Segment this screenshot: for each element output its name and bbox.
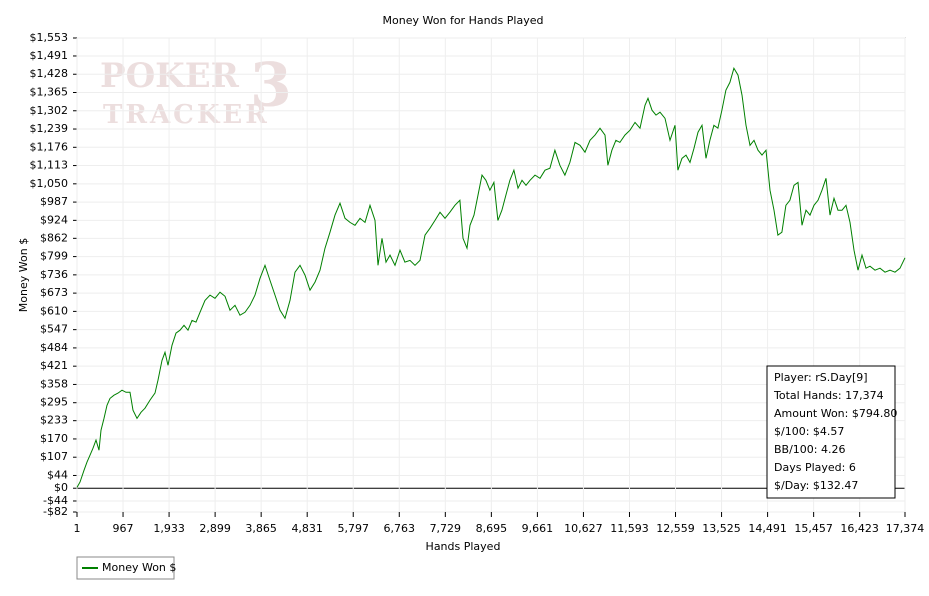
x-tick-label: 10,627 [564,522,603,535]
y-tick-label: $1,428 [30,67,69,80]
watermark: 3 [250,51,292,121]
y-tick-label: $1,176 [30,140,69,153]
x-axis-label: Hands Played [426,540,501,553]
x-tick-label: 6,763 [384,522,416,535]
chart-title: Money Won for Hands Played [383,14,544,27]
y-tick-label: $610 [40,304,68,317]
stats-box [766,365,896,499]
y-tick-label: $1,050 [30,177,69,190]
y-tick-label: $233 [40,414,68,427]
x-tick-label: 12,559 [656,522,695,535]
stats-line: $/100: $4.57 [774,425,844,438]
stats-line: Player: rS.Day[9] [774,371,868,384]
x-tick-label: 13,525 [702,522,741,535]
y-axis-label: Money Won $ [17,238,30,312]
x-tick-label: 3,865 [245,522,277,535]
y-tick-label: $0 [54,481,68,494]
y-tick-label: $484 [40,341,68,354]
stats-line: Amount Won: $794.80 [774,407,897,420]
legend-box [76,556,175,580]
x-tick-label: 8,695 [476,522,508,535]
x-tick-label: 5,797 [337,522,369,535]
y-tick-label: $547 [40,323,68,336]
y-tick-label: $1,365 [30,86,69,99]
stats-line: BB/100: 4.26 [774,443,846,456]
watermark: TRACKER [103,100,270,130]
y-tick-label: $799 [40,250,68,263]
y-tick-label: $1,491 [30,49,69,62]
x-tick-label: 967 [113,522,134,535]
y-tick-label: $736 [40,268,68,281]
x-tick-label: 14,491 [748,522,787,535]
y-tick-label: $1,239 [30,122,69,135]
y-tick-label: -$82 [43,505,68,518]
x-tick-label: 16,423 [840,522,879,535]
y-tick-label: $44 [47,468,68,481]
x-tick-label: 7,729 [430,522,462,535]
y-tick-label: $1,302 [30,104,69,117]
y-tick-label: $421 [40,359,68,372]
y-tick-label: $170 [40,432,68,445]
x-tick-label: 1,933 [153,522,185,535]
legend-label: Money Won $ [102,561,176,574]
y-tick-label: $107 [40,450,68,463]
y-tick-label: -$44 [43,494,68,507]
y-tick-label: $1,113 [30,159,69,172]
y-tick-label: $862 [40,231,68,244]
y-tick-label: $1,553 [30,31,69,44]
x-tick-label: 15,457 [794,522,833,535]
x-tick-label: 2,899 [199,522,231,535]
stats-line: $/Day: $132.47 [774,479,858,492]
x-tick-label: 17,374 [886,522,925,535]
y-tick-label: $673 [40,286,68,299]
x-tick-label: 11,593 [610,522,649,535]
y-tick-label: $295 [40,396,68,409]
y-tick-label: $358 [40,377,68,390]
x-tick-label: 4,831 [291,522,323,535]
x-tick-label: 9,661 [522,522,554,535]
y-tick-label: $924 [40,213,68,226]
data-line [76,66,906,488]
y-tick-label: $987 [40,195,68,208]
stats-line: Days Played: 6 [774,461,856,474]
stats-line: Total Hands: 17,374 [773,389,884,402]
x-tick-label: 1 [74,522,81,535]
